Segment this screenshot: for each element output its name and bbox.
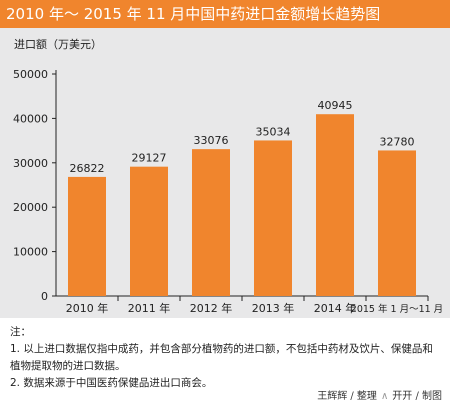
credit: 王辉辉 / 整理 ∧ 开开 / 制图 — [317, 387, 442, 402]
credit-separator: ∧ — [380, 391, 389, 402]
credit-author: 王辉辉 / 整理 — [317, 391, 377, 402]
y-tick-label: 40000 — [13, 112, 48, 125]
bar-value-label: 40945 — [318, 99, 353, 112]
bar-value-label: 32780 — [380, 135, 415, 148]
bar — [316, 114, 354, 297]
y-tick-label: 30000 — [13, 157, 48, 170]
x-tick-label: 2014 年 — [314, 301, 357, 315]
note-item-2: 2. 数据来源于中国医药保健品进出口商会。 — [10, 377, 213, 389]
y-tick-label: 50000 — [13, 68, 48, 81]
notes-heading: 注： — [10, 326, 31, 338]
bar — [254, 140, 292, 296]
title-bar: 2010 年～ 2015 年 11 月中国中药进口金额增长趋势图 — [0, 0, 450, 28]
bar-value-label: 33076 — [194, 134, 229, 147]
y-axis-title: 进口额（万美元） — [14, 38, 102, 51]
notes: 注： 1. 以上进口数据仅指中成药，并包含部分植物药的进口额，不包括中药材及饮片… — [10, 324, 442, 392]
chart-title: 2010 年～ 2015 年 11 月中国中药进口金额增长趋势图 — [6, 5, 381, 23]
bar — [68, 176, 106, 296]
bar-value-label: 26822 — [70, 162, 105, 175]
x-tick-label: 2010 年 — [66, 301, 109, 315]
bar — [130, 166, 168, 296]
x-tick-label: 2015 年 1 月～11 月 — [351, 303, 443, 315]
bar-value-label: 35034 — [256, 125, 291, 138]
x-tick-label: 2011 年 — [128, 301, 171, 315]
x-tick-label: 2013 年 — [252, 301, 295, 315]
note-item-1: 1. 以上进口数据仅指中成药，并包含部分植物药的进口额，不包括中药材及饮片、保健… — [10, 343, 433, 372]
y-tick-label: 20000 — [13, 201, 48, 214]
bar — [192, 149, 230, 296]
y-tick-label: 10000 — [13, 246, 48, 259]
credit-designer: 开开 / 制图 — [392, 391, 442, 402]
x-tick-label: 2012 年 — [190, 301, 233, 315]
bar — [378, 150, 416, 296]
bar-chart: 0 10000 20000 30000 40000 50000 26822 2010 年 291… — [13, 68, 443, 315]
y-tick-label: 0 — [41, 290, 48, 303]
bar-value-label: 29127 — [132, 152, 167, 165]
